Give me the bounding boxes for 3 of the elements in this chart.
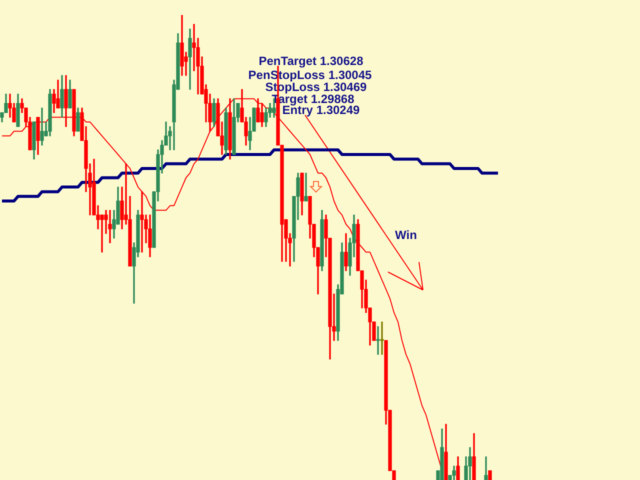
candlestick (488, 470, 492, 480)
annotation: Win (395, 228, 417, 242)
annotation: PenTarget 1.30628 (258, 54, 364, 68)
